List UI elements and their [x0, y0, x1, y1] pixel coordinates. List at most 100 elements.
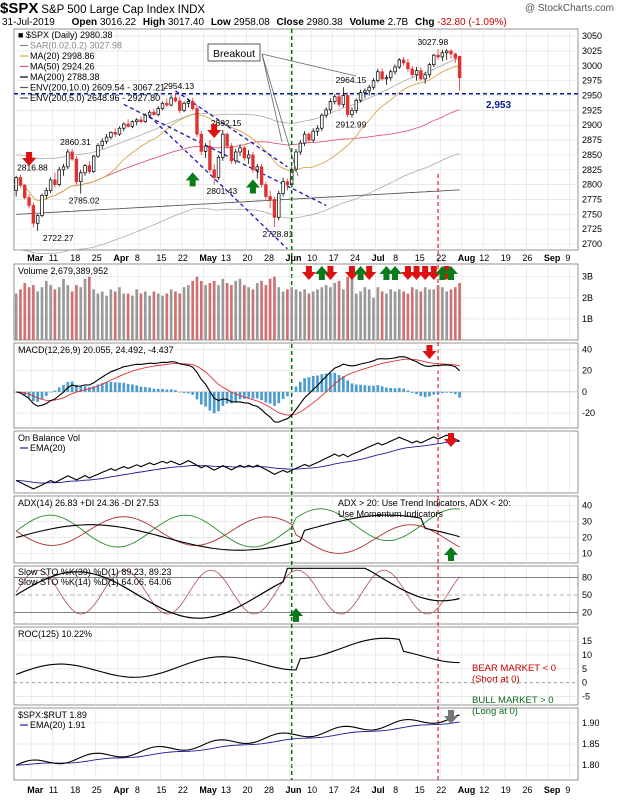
candle-up	[315, 127, 320, 132]
price-annotation-label: 2816.88	[17, 163, 48, 173]
macd-histogram-bar	[23, 391, 27, 396]
candle-up	[160, 102, 165, 109]
bear-market-sub: (Short at 0)	[472, 674, 520, 685]
green-up-arrow-icon	[435, 266, 450, 280]
volume-bar	[126, 293, 130, 340]
candle-up	[216, 156, 221, 178]
macd-histogram-bar	[342, 376, 345, 392]
volume-bar	[397, 289, 401, 340]
green-up-arrow-icon	[388, 266, 403, 280]
x-axis-tick-label: Jun	[286, 253, 302, 263]
volume-bar	[122, 293, 126, 340]
x-axis-bottom-tick-label: May	[199, 785, 217, 795]
candle-down	[242, 147, 247, 159]
volume-tick-label: 1B	[582, 314, 593, 324]
macd-histogram-bar	[105, 382, 108, 392]
macd-histogram-bar	[273, 391, 276, 406]
volume-bar	[217, 285, 220, 340]
volume-bar	[367, 289, 371, 340]
green-up-arrow-icon	[443, 266, 458, 280]
macd-histogram-bar	[406, 390, 410, 392]
volume-bar	[286, 289, 289, 340]
macd-histogram-bar	[135, 385, 139, 392]
macd-histogram-bar	[316, 375, 319, 392]
candle-up	[320, 114, 324, 129]
candle-up	[311, 130, 315, 141]
breakout-callout-label: Breakout	[213, 48, 255, 60]
volume-bar	[191, 280, 195, 340]
candle-down	[31, 205, 36, 224]
candle-up	[143, 114, 147, 123]
macd-histogram-bar	[333, 372, 337, 392]
macd-histogram-bar	[187, 391, 190, 394]
volume-bar	[363, 287, 367, 340]
x-axis-tick-label: Apr	[113, 253, 129, 263]
macd-tick-label: 40	[582, 344, 592, 354]
volume-bar	[385, 293, 388, 340]
volume-bar	[268, 278, 272, 340]
volume-bar	[458, 283, 461, 340]
volume-bar	[320, 287, 324, 340]
macd-histogram-bar	[165, 389, 169, 392]
roc-panel-label: ROC(125) 10.22%	[18, 629, 92, 639]
volume-bar	[415, 289, 418, 340]
macd-histogram-bar	[423, 391, 427, 398]
volume-bar	[281, 291, 285, 340]
macd-histogram-bar	[139, 386, 143, 392]
macd-histogram-bar	[143, 387, 147, 392]
volume-bar	[182, 287, 186, 340]
volume-bar	[251, 289, 255, 340]
price-tick-label: 2750	[582, 209, 602, 219]
price-tick-label: 2950	[582, 91, 602, 101]
macd-histogram-bar	[445, 391, 449, 393]
volume-bar	[432, 289, 436, 340]
volume-bar	[350, 278, 354, 340]
volume-bar	[105, 295, 108, 340]
candle-down	[229, 145, 234, 162]
candle-up	[423, 74, 427, 80]
adx-note-line: Use Momentum Indicators	[338, 509, 444, 519]
volume-bar	[333, 283, 337, 340]
candle-down	[195, 108, 199, 135]
candle-down	[139, 119, 143, 123]
price-tick-label: 2775	[582, 195, 602, 205]
volume-bar	[277, 287, 281, 340]
volume-bar	[57, 287, 61, 340]
candle-up	[432, 54, 436, 65]
sto-panel-label: Slow STO %K(39) %D(1) 89.23, 89.23	[18, 567, 171, 577]
candle-up	[384, 77, 389, 80]
candle-down	[307, 133, 311, 141]
macd-tick-label: 20	[582, 366, 592, 376]
macd-histogram-bar	[122, 382, 126, 392]
volume-bar	[70, 291, 74, 340]
plus-di-line	[15, 508, 460, 548]
volume-bar	[255, 283, 259, 340]
green-up-arrow-icon	[289, 608, 303, 622]
green-up-arrow-icon	[245, 179, 260, 194]
macd-histogram-bar	[126, 383, 130, 392]
adx-tick-label: 40	[582, 501, 592, 511]
price-tick-label: 2700	[582, 239, 602, 249]
volume-bar	[27, 287, 31, 340]
candle-up	[104, 136, 109, 142]
x-axis-tick-label: 17	[329, 253, 339, 263]
price-annotation-label: 2912.99	[336, 120, 367, 130]
candle-up	[96, 145, 100, 157]
macd-histogram-bar	[329, 372, 332, 392]
x-axis-tick-label: 22	[178, 253, 188, 263]
candle-up	[445, 50, 449, 54]
macd-histogram-bar	[83, 386, 87, 392]
macd-histogram-bar	[169, 389, 173, 392]
volume-bar	[14, 293, 18, 340]
volume-bar	[44, 280, 48, 340]
x-axis-tick-label: 15	[156, 253, 166, 263]
macd-histogram-bar	[92, 386, 95, 392]
sto-tick-label: 20	[582, 607, 592, 617]
candle-down	[178, 100, 182, 111]
macd-histogram-bar	[432, 391, 436, 395]
x-axis-bottom-tick-label: 24	[350, 785, 360, 795]
red-down-arrow-icon	[323, 266, 338, 280]
volume-bar	[32, 285, 35, 340]
x-axis-bottom-tick-label: 17	[329, 785, 339, 795]
red-down-arrow-icon	[22, 151, 37, 166]
